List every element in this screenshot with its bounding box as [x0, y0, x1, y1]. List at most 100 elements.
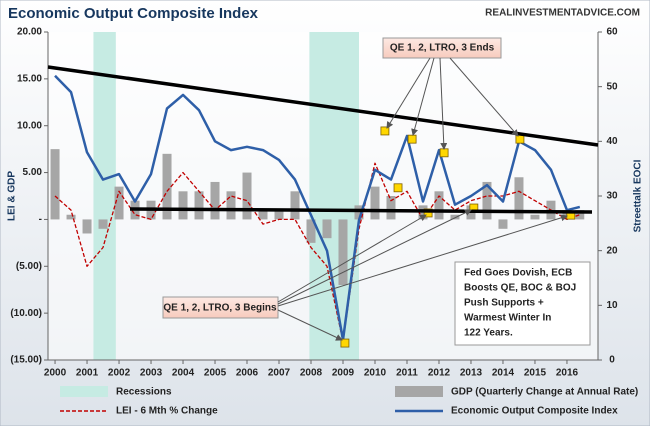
chart-title: Economic Output Composite Index	[8, 5, 259, 22]
bar	[386, 196, 396, 220]
legend: Recessions GDP (Quarterly Change at Annu…	[60, 386, 638, 417]
bar	[306, 219, 316, 243]
annotation-line: Warmest Winter In	[464, 313, 551, 324]
annotation-box	[162, 296, 279, 319]
y2-tick-label: 40	[606, 136, 618, 147]
x-tick-label: 2000	[44, 368, 67, 379]
y2-tick-label: 0	[609, 355, 615, 366]
arrow	[277, 214, 427, 303]
x-tick-label: 2014	[492, 368, 515, 379]
trend-line	[129, 207, 593, 214]
annotation: QE 1, 2, LTRO, 3 Ends	[390, 43, 495, 54]
bar	[370, 186, 380, 220]
x-tick-label: 2006	[236, 368, 259, 379]
annotation-line: Boosts QE, BOC & BOJ	[464, 283, 576, 294]
bar	[242, 172, 252, 220]
bar	[322, 219, 332, 239]
y2-tick-label: 60	[606, 27, 618, 38]
bar	[50, 149, 60, 220]
legend-swatch	[60, 386, 108, 397]
bar	[338, 219, 348, 286]
line	[54, 74, 581, 342]
bar	[210, 181, 220, 220]
annotations: QE 1, 2, LTRO, 3 Ends QE 1, 2, LTRO, 3 B…	[162, 37, 591, 346]
arrow	[386, 57, 431, 129]
x-tick-label: 2008	[300, 368, 323, 379]
x-tick-label: 2012	[428, 368, 451, 379]
y-tick-label: 5.00	[23, 167, 43, 178]
legend-label: Recessions	[116, 387, 172, 398]
bar	[82, 219, 92, 234]
bar	[514, 177, 524, 220]
x-tick-label: 2005	[204, 368, 227, 379]
arrow	[277, 214, 568, 307]
bar	[530, 214, 540, 220]
arrow	[439, 57, 448, 150]
marker	[423, 208, 433, 218]
bar	[178, 191, 188, 220]
annotation: QE 1, 2, LTRO, 3 Begins	[163, 303, 277, 314]
x-tick-label: 2002	[108, 368, 131, 379]
bar	[450, 214, 460, 220]
marker	[515, 134, 525, 144]
bar	[290, 191, 300, 220]
annotation-lines: Fed Goes Dovish, ECB Boosts QE, BOC & BOJ…	[464, 268, 576, 339]
bar	[194, 191, 204, 220]
bar	[114, 186, 124, 220]
y-axis-label: LEI & GDP	[7, 171, 18, 221]
bar	[575, 210, 585, 220]
recession-band	[309, 32, 359, 360]
plot: 2000 2001 2002 2003 2004 2005 2006 2007 2008 2009…	[10, 27, 618, 379]
bar	[66, 214, 76, 220]
y2-tick-label: 10	[606, 300, 618, 311]
arrow	[277, 209, 472, 305]
y2-tick-label: 50	[606, 81, 618, 92]
x-tick-label: 2007	[268, 368, 291, 379]
bar	[498, 219, 508, 229]
bar	[482, 181, 492, 220]
y-tick-label: 15.00	[17, 73, 42, 84]
annotation-box	[454, 261, 591, 346]
annotation-line: Push Supports +	[464, 298, 544, 309]
marker	[393, 183, 403, 193]
x-tick-label: 2015	[524, 368, 547, 379]
bar	[98, 219, 108, 229]
bar	[354, 205, 364, 220]
bar	[258, 210, 268, 220]
y2-axis-label: Streettalk EOCI	[633, 159, 644, 232]
legend-label: LEI - 6 Mth % Change	[116, 406, 218, 417]
x-tick-label: 2011	[396, 368, 418, 379]
marker	[380, 126, 390, 136]
x-tick-label: 2001	[76, 368, 99, 379]
marker	[407, 134, 417, 144]
x-tick-label: 2016	[556, 368, 579, 379]
x-tick-label: 2004	[172, 368, 195, 379]
recession-band	[93, 32, 116, 360]
y-tick-label: (5.00)	[16, 261, 42, 272]
annotation-line: 122 Years.	[464, 328, 513, 339]
legend-swatch	[395, 386, 443, 397]
annotation-box	[382, 37, 502, 59]
legend-label: Economic Output Composite Index	[451, 406, 618, 417]
y-tick-label: (10.00)	[10, 308, 42, 319]
y-tick-label: -	[39, 214, 42, 225]
bar	[434, 191, 444, 220]
bar	[226, 191, 236, 220]
legend-label: GDP (Quarterly Change at Annual Rate)	[451, 387, 638, 398]
marker	[340, 338, 350, 348]
x-tick-label: 2013	[460, 368, 483, 379]
bar	[274, 210, 284, 220]
arrow	[277, 309, 343, 341]
y2-tick-label: 30	[606, 191, 618, 202]
arrow	[449, 57, 519, 137]
x-tick-label: 2003	[140, 368, 163, 379]
arrow	[411, 57, 435, 136]
y-tick-label: (15.00)	[10, 355, 42, 366]
line	[54, 162, 581, 342]
source: REALINVESTMENTADVICE.COM	[485, 8, 640, 19]
bar	[162, 153, 172, 220]
y-tick-label: 20.00	[17, 27, 42, 38]
marker	[439, 148, 449, 158]
annotation-line: Fed Goes Dovish, ECB	[464, 268, 572, 279]
